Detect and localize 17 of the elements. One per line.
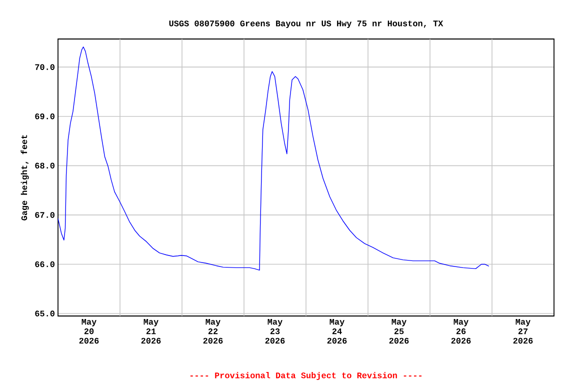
y-tick-label: 66.0: [35, 261, 54, 268]
x-tick-label: May 26 2026: [451, 319, 471, 344]
chart-title: USGS 08075900 Greens Bayou nr US Hwy 75 nr Houston, TX: [169, 20, 444, 28]
y-tick-label: 65.0: [35, 310, 54, 316]
y-tick-label: 70.0: [35, 64, 54, 70]
y-tick-label: 67.0: [35, 212, 54, 218]
x-tick-label: May 20 2026: [79, 319, 99, 344]
y-tick-label: 69.0: [35, 113, 54, 120]
x-tick-label: May 23 2026: [265, 319, 285, 344]
x-tick-label: May 22 2026: [203, 319, 223, 344]
y-tick-label: 68.0: [35, 162, 54, 169]
x-tick-label: May 25 2026: [389, 319, 409, 344]
x-tick-label: May 21 2026: [141, 319, 161, 344]
y-axis-title: Gage height, feet: [20, 135, 29, 220]
text: ---- Provisional Data Subject to Revision ----: [190, 372, 422, 380]
x-tick-label: May 24 2026: [327, 319, 347, 344]
x-tick-label: May 27 2026: [513, 319, 533, 344]
